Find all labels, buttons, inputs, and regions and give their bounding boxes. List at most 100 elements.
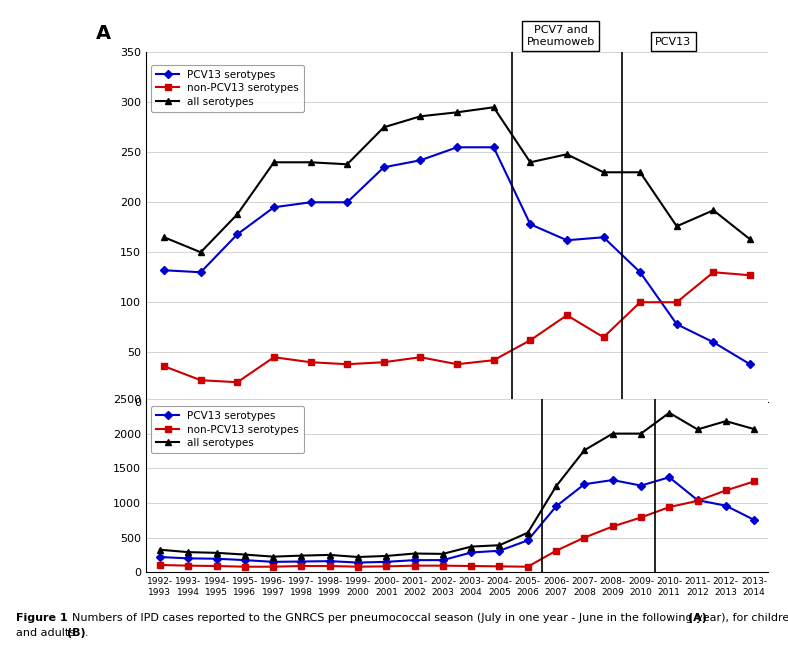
non-PCV13 serotypes xyxy=(452,360,462,368)
Legend: PCV13 serotypes, non-PCV13 serotypes, all serotypes: PCV13 serotypes, non-PCV13 serotypes, al… xyxy=(151,406,304,453)
Text: Figure 1: Figure 1 xyxy=(16,613,68,623)
PCV13 serotypes xyxy=(562,236,571,244)
PCV13 serotypes xyxy=(495,547,504,555)
all serotypes xyxy=(269,158,279,166)
Line: non-PCV13 serotypes: non-PCV13 serotypes xyxy=(162,269,753,385)
PCV13 serotypes xyxy=(721,502,730,509)
non-PCV13 serotypes xyxy=(599,334,608,341)
all serotypes xyxy=(745,235,755,243)
all serotypes xyxy=(232,211,242,218)
all serotypes xyxy=(410,549,419,557)
all serotypes xyxy=(599,168,608,176)
Text: .: . xyxy=(84,628,88,638)
non-PCV13 serotypes xyxy=(296,562,306,570)
Text: PCV13: PCV13 xyxy=(655,37,691,47)
non-PCV13 serotypes xyxy=(353,563,362,571)
PCV13 serotypes xyxy=(693,496,702,504)
all serotypes xyxy=(438,550,448,558)
all serotypes xyxy=(159,233,169,241)
PCV13 serotypes xyxy=(489,143,498,151)
non-PCV13 serotypes xyxy=(489,356,498,364)
non-PCV13 serotypes xyxy=(269,563,278,571)
all serotypes xyxy=(489,103,498,111)
Line: non-PCV13 serotypes: non-PCV13 serotypes xyxy=(157,479,757,570)
all serotypes xyxy=(708,207,718,215)
non-PCV13 serotypes xyxy=(232,378,242,386)
PCV13 serotypes xyxy=(269,558,278,566)
non-PCV13 serotypes xyxy=(562,311,571,319)
PCV13 serotypes xyxy=(159,266,169,274)
all serotypes xyxy=(608,430,618,438)
non-PCV13 serotypes xyxy=(721,487,730,494)
Text: (B): (B) xyxy=(67,628,86,638)
all serotypes xyxy=(672,222,682,230)
non-PCV13 serotypes xyxy=(466,562,476,570)
PCV13 serotypes xyxy=(269,203,279,211)
all serotypes xyxy=(749,425,759,433)
all serotypes xyxy=(343,160,352,168)
Line: PCV13 serotypes: PCV13 serotypes xyxy=(157,475,757,565)
all serotypes xyxy=(721,417,730,425)
all serotypes xyxy=(635,168,645,176)
non-PCV13 serotypes xyxy=(749,477,759,485)
all serotypes xyxy=(580,446,589,454)
all serotypes xyxy=(306,158,315,166)
Text: Numbers of IPD cases reported to the GNRCS per pneumococcal season (July in one : Numbers of IPD cases reported to the GNR… xyxy=(72,613,788,623)
Line: all serotypes: all serotypes xyxy=(161,104,753,256)
all serotypes xyxy=(269,553,278,560)
PCV13 serotypes xyxy=(749,516,759,524)
non-PCV13 serotypes xyxy=(745,271,755,279)
PCV13 serotypes xyxy=(672,320,682,328)
non-PCV13 serotypes xyxy=(379,358,388,366)
Line: all serotypes: all serotypes xyxy=(157,409,757,560)
PCV13 serotypes xyxy=(306,198,315,206)
non-PCV13 serotypes xyxy=(306,358,315,366)
PCV13 serotypes xyxy=(379,164,388,171)
PCV13 serotypes xyxy=(664,473,674,481)
PCV13 serotypes xyxy=(343,198,352,206)
non-PCV13 serotypes xyxy=(196,376,206,384)
non-PCV13 serotypes xyxy=(155,561,165,569)
PCV13 serotypes xyxy=(636,481,645,489)
PCV13 serotypes xyxy=(466,549,476,557)
all serotypes xyxy=(381,552,391,560)
PCV13 serotypes xyxy=(325,557,334,565)
PCV13 serotypes xyxy=(635,268,645,276)
PCV13 serotypes xyxy=(212,555,221,562)
all serotypes xyxy=(466,543,476,551)
non-PCV13 serotypes xyxy=(708,268,718,276)
PCV13 serotypes xyxy=(580,480,589,488)
non-PCV13 serotypes xyxy=(635,298,645,306)
non-PCV13 serotypes xyxy=(416,353,426,361)
non-PCV13 serotypes xyxy=(580,534,589,542)
PCV13 serotypes xyxy=(184,555,193,562)
PCV13 serotypes xyxy=(381,558,391,566)
PCV13 serotypes xyxy=(232,230,242,238)
all serotypes xyxy=(325,551,334,559)
all serotypes xyxy=(240,551,250,559)
PCV13 serotypes xyxy=(416,156,426,164)
PCV13 serotypes xyxy=(353,559,362,566)
non-PCV13 serotypes xyxy=(495,562,504,570)
all serotypes xyxy=(552,483,561,490)
PCV13 serotypes xyxy=(526,220,535,228)
PCV13 serotypes xyxy=(296,558,306,566)
non-PCV13 serotypes xyxy=(240,563,250,571)
Text: (A): (A) xyxy=(688,613,707,623)
all serotypes xyxy=(353,553,362,561)
non-PCV13 serotypes xyxy=(325,562,334,570)
non-PCV13 serotypes xyxy=(523,563,533,571)
all serotypes xyxy=(155,546,165,554)
PCV13 serotypes xyxy=(608,476,618,484)
PCV13 serotypes xyxy=(599,233,608,241)
non-PCV13 serotypes xyxy=(343,360,352,368)
Text: and adults: and adults xyxy=(16,628,75,638)
non-PCV13 serotypes xyxy=(410,562,419,570)
non-PCV13 serotypes xyxy=(269,353,279,361)
PCV13 serotypes xyxy=(552,502,561,510)
non-PCV13 serotypes xyxy=(159,362,169,370)
all serotypes xyxy=(523,529,533,537)
all serotypes xyxy=(693,426,702,434)
Text: PCV7 and
Pneumoweb: PCV7 and Pneumoweb xyxy=(526,25,595,47)
non-PCV13 serotypes xyxy=(664,503,674,511)
